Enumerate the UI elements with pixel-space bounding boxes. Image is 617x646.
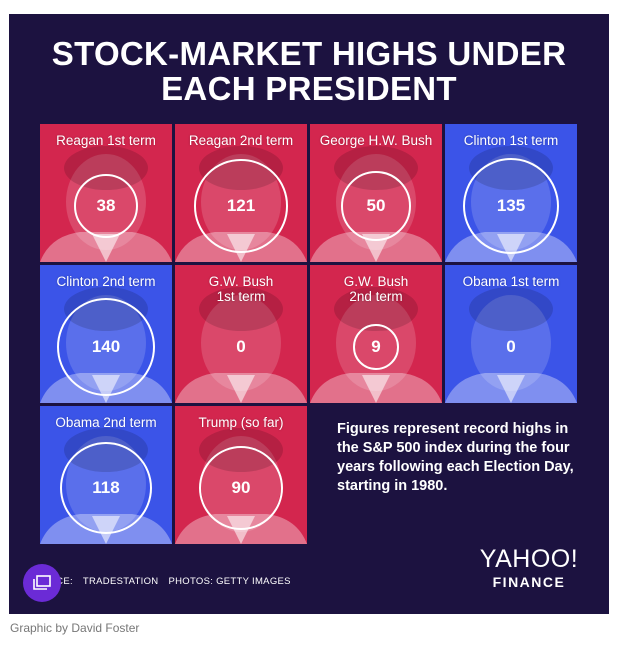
face-shape: [471, 295, 551, 391]
hair-shape: [64, 146, 148, 190]
title-line-2: EACH PRESIDENT: [161, 70, 457, 107]
value-circle: [59, 441, 153, 535]
president-tile: Clinton 2nd term 140: [40, 265, 172, 403]
president-tile: Clinton 1st term 135: [445, 124, 577, 262]
image-caption: Graphic by David Foster: [10, 621, 140, 635]
tile-label: George H.W. Bush: [319, 133, 433, 148]
record-highs-value: 140: [91, 337, 121, 356]
record-highs-value: 9: [371, 337, 381, 356]
infographic: STOCK-MARKET HIGHS UNDER EACH PRESIDENT …: [9, 14, 609, 614]
logo-line-2: FINANCE: [492, 574, 566, 590]
record-highs-value: 90: [231, 478, 251, 497]
source-value: TRADESTATION: [82, 576, 159, 587]
value-circle: [462, 157, 560, 255]
president-tile: Reagan 1st term 38: [40, 124, 172, 262]
tile-label: Clinton 2nd term: [56, 274, 156, 289]
president-tile: Trump (so far) 90: [175, 406, 307, 544]
record-highs-value: 38: [96, 196, 116, 215]
gallery-button[interactable]: [23, 564, 61, 602]
face-shape: [201, 295, 281, 391]
tile-label: Clinton 1st term: [463, 133, 559, 148]
record-highs-value: 118: [92, 478, 120, 497]
record-highs-value: 0: [236, 337, 246, 356]
president-tile: Reagan 2nd term 121: [175, 124, 307, 262]
collar-shape: [227, 375, 255, 403]
hair-shape: [199, 287, 283, 331]
portrait-silhouette: [445, 287, 577, 403]
gallery-icon: [33, 575, 51, 590]
value-circle: [198, 445, 284, 531]
tile-label: G.W. Bush 1st term: [208, 274, 274, 304]
president-tile: G.W. Bush 2nd term 9: [310, 265, 442, 403]
photo-credit: PHOTOS: GETTY IMAGES: [168, 576, 291, 587]
president-tile: G.W. Bush 1st term 0: [175, 265, 307, 403]
value-circle: [73, 173, 139, 239]
value-circle: [194, 159, 288, 253]
collar-shape: [362, 234, 390, 262]
tile-label: Reagan 2nd term: [188, 133, 294, 148]
value-circle: [353, 324, 399, 370]
record-highs-value: 50: [366, 196, 386, 215]
tile-label: G.W. Bush 2nd term: [343, 274, 409, 304]
president-tile: George H.W. Bush 50: [310, 124, 442, 262]
hair-shape: [334, 287, 418, 331]
tile-label: Trump (so far): [198, 415, 284, 430]
tile-label: Obama 2nd term: [55, 415, 157, 430]
record-highs-value: 0: [506, 337, 516, 356]
value-circle: [341, 171, 411, 241]
explanation-note: Figures represent record highs in the S&…: [337, 421, 574, 494]
record-highs-value: 135: [496, 196, 526, 215]
collar-shape: [497, 375, 525, 403]
tile-label: Reagan 1st term: [56, 133, 156, 148]
chart-title: STOCK-MARKET HIGHS UNDER EACH PRESIDENT: [9, 36, 609, 106]
logo-line-1: YAHOO!: [479, 545, 579, 573]
value-circle: [57, 298, 155, 396]
president-tile: Obama 1st term 0: [445, 265, 577, 403]
record-highs-value: 121: [226, 196, 256, 215]
hair-shape: [469, 287, 553, 331]
collar-shape: [362, 375, 390, 403]
collar-shape: [92, 234, 120, 262]
tile-label: Obama 1st term: [462, 274, 560, 289]
yahoo-finance-logo: YAHOO! FINANCE: [469, 546, 589, 591]
title-line-1: STOCK-MARKET HIGHS UNDER: [51, 35, 567, 72]
portrait-silhouette: [175, 287, 307, 403]
president-tile: Obama 2nd term 118: [40, 406, 172, 544]
